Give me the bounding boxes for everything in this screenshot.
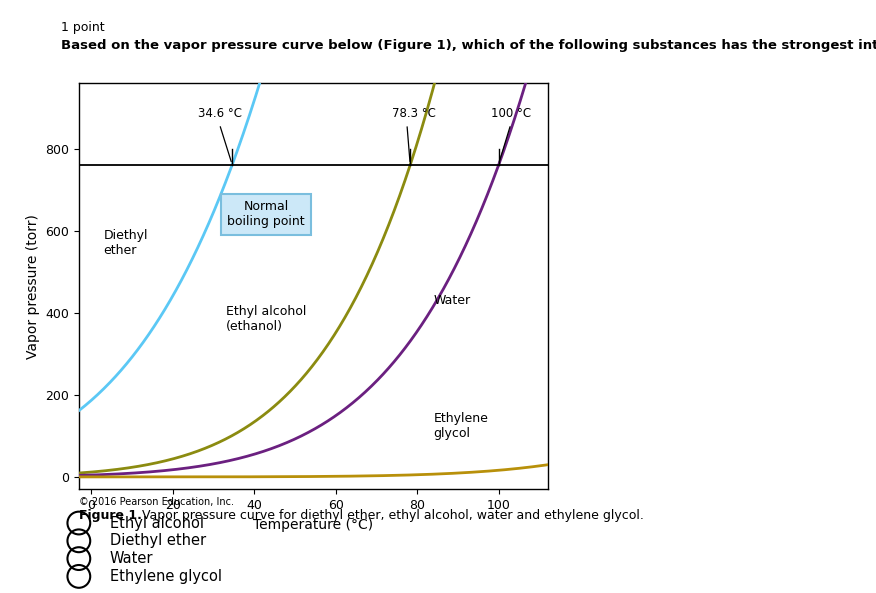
Text: 78.3 °C: 78.3 °C: [392, 107, 436, 120]
Text: © 2016 Pearson Education, Inc.: © 2016 Pearson Education, Inc.: [79, 497, 234, 507]
Text: Ethylene glycol: Ethylene glycol: [110, 569, 222, 584]
Text: Based on the vapor pressure curve below (Figure 1), which of the following subst: Based on the vapor pressure curve below …: [61, 39, 876, 52]
Text: Ethyl alcohol: Ethyl alcohol: [110, 515, 203, 531]
Text: Normal
boiling point: Normal boiling point: [228, 200, 305, 228]
Text: Figure 1.: Figure 1.: [79, 509, 142, 522]
Y-axis label: Vapor pressure (torr): Vapor pressure (torr): [25, 213, 39, 359]
Text: 1 point: 1 point: [61, 21, 105, 34]
Text: Water: Water: [110, 551, 153, 566]
Text: Ethyl alcohol
(ethanol): Ethyl alcohol (ethanol): [225, 305, 306, 333]
Text: 34.6 °C: 34.6 °C: [198, 107, 242, 120]
Text: Ethylene
glycol: Ethylene glycol: [434, 412, 488, 439]
Text: Water: Water: [434, 294, 470, 307]
X-axis label: Temperature (°C): Temperature (°C): [253, 518, 373, 531]
Text: Diethyl
ether: Diethyl ether: [103, 229, 148, 257]
Text: Vapor pressure curve for diethyl ether, ethyl alcohol, water and ethylene glycol: Vapor pressure curve for diethyl ether, …: [138, 509, 644, 522]
Text: Diethyl ether: Diethyl ether: [110, 533, 206, 549]
Text: 100 °C: 100 °C: [491, 107, 531, 120]
